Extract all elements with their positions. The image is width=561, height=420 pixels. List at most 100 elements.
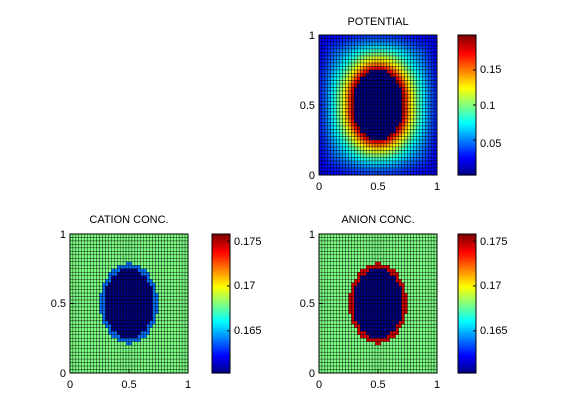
potential-cell xyxy=(389,164,393,169)
potential-cell xyxy=(348,118,352,123)
potential-cell xyxy=(398,118,402,123)
cation-cell xyxy=(173,240,177,245)
potential-cell xyxy=(374,111,379,116)
potential-cell xyxy=(345,125,349,130)
cation-cell xyxy=(122,247,127,252)
potential-cell xyxy=(342,104,346,109)
anion-cell xyxy=(401,292,405,297)
anion-cell xyxy=(339,369,343,374)
potential-cell xyxy=(366,157,370,162)
anion-cell xyxy=(427,258,432,262)
potential-cell xyxy=(410,73,414,78)
potential-cell xyxy=(383,136,388,141)
anion-cell xyxy=(368,244,373,249)
cation-cell xyxy=(117,341,121,346)
potential-cell xyxy=(351,97,355,102)
potential-cell xyxy=(404,73,408,78)
potential-colorbar xyxy=(458,35,476,176)
cation-cell xyxy=(140,299,144,304)
potential-cell xyxy=(389,122,393,127)
anion-cell xyxy=(389,275,393,280)
anion-cell xyxy=(324,254,329,259)
potential-cell xyxy=(392,97,396,102)
cation-cell xyxy=(72,338,77,342)
cation-cell xyxy=(72,341,77,346)
cation-cell xyxy=(122,289,127,294)
cation-colorbar-strip xyxy=(212,351,230,355)
potential-cell xyxy=(398,59,402,64)
anion-cell xyxy=(336,338,340,342)
potential-cell xyxy=(407,73,411,78)
cation-cell xyxy=(181,292,186,297)
anion-cell xyxy=(374,341,379,346)
potential-cell xyxy=(416,171,420,176)
cation-cell xyxy=(140,341,144,346)
anion-cell xyxy=(410,285,414,290)
anion-cell xyxy=(357,247,361,252)
cation-cell xyxy=(131,285,136,290)
potential-cell xyxy=(395,94,399,99)
potential-cell xyxy=(377,83,382,88)
anion-cell xyxy=(410,313,414,318)
anion-cell xyxy=(407,306,411,311)
anion-cell xyxy=(374,254,379,259)
potential-cell xyxy=(377,62,382,67)
anion-cell xyxy=(374,351,379,356)
anion-cell xyxy=(354,341,358,346)
cation-colorbar-strip xyxy=(212,260,230,263)
cation-cell xyxy=(75,334,80,339)
cation-cell xyxy=(149,317,153,322)
anion-cell xyxy=(342,279,346,283)
cation-cell xyxy=(161,279,165,283)
cation-cell xyxy=(108,240,112,245)
potential-cell xyxy=(377,55,382,60)
cation-cell xyxy=(137,310,141,315)
anion-cell xyxy=(351,240,355,245)
cation-cell xyxy=(131,237,136,242)
anion-cell xyxy=(383,303,388,308)
potential-cell xyxy=(368,111,373,116)
anion-cell xyxy=(366,310,370,315)
anion-cell xyxy=(339,331,343,335)
cation-cell xyxy=(119,296,124,301)
anion-cell xyxy=(419,251,423,256)
cation-cell xyxy=(117,355,121,360)
potential-cell xyxy=(422,111,426,116)
anion-cell xyxy=(395,265,399,269)
anion-cell xyxy=(430,282,435,287)
cation-cell xyxy=(72,258,77,262)
potential-cell xyxy=(351,73,355,78)
anion-cell xyxy=(360,303,364,308)
cation-colorbar-strip xyxy=(212,368,230,372)
anion-cell xyxy=(404,317,408,322)
anion-cell xyxy=(324,285,329,290)
anion-cell xyxy=(395,247,399,252)
anion-cell xyxy=(413,365,417,370)
potential-cell xyxy=(345,132,349,137)
anion-cell xyxy=(342,358,346,363)
potential-cell xyxy=(383,48,388,53)
anion-cell xyxy=(401,331,405,335)
cation-cell xyxy=(72,320,77,325)
potential-cell xyxy=(407,143,411,148)
anion-cell xyxy=(368,240,373,245)
anion-cell xyxy=(324,265,329,269)
cation-colorbar-strip xyxy=(212,251,230,255)
anion-cell xyxy=(419,358,423,363)
cation-cell xyxy=(158,310,162,315)
potential-colorbar-strip xyxy=(458,41,476,45)
cation-cell xyxy=(122,282,127,287)
anion-cell xyxy=(401,285,405,290)
cation-cell xyxy=(170,348,174,353)
potential-cell xyxy=(395,143,399,148)
potential-cell xyxy=(377,66,382,71)
cation-cell xyxy=(114,320,118,325)
cation-colorbar-strip xyxy=(212,342,230,346)
cation-cell xyxy=(170,268,174,273)
anion-cell xyxy=(407,327,411,332)
potential-cell xyxy=(342,83,346,88)
anion-cell xyxy=(339,334,343,339)
anion-cell xyxy=(401,306,405,311)
anion-cell xyxy=(321,275,326,280)
anion-cell xyxy=(416,341,420,346)
